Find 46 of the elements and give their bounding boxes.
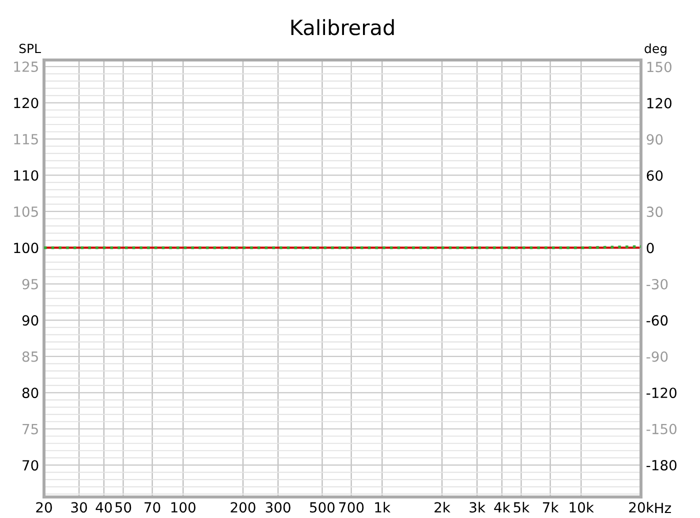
y-tick-label: 75: [22, 424, 38, 434]
x-tick-label: 30: [71, 502, 87, 513]
y-tick-label: 105: [14, 206, 38, 217]
x-tick-label: 20: [36, 502, 52, 513]
y-axis-title: SPL: [19, 44, 41, 54]
x-tick-label: 1k: [375, 502, 390, 512]
y-tick-label: 110: [14, 170, 38, 181]
x-tick-label: 300: [266, 502, 290, 513]
y2-tick-label: -120: [646, 388, 676, 398]
y-tick-label: 80: [22, 388, 38, 398]
x-tick-label: 20k: [629, 502, 654, 513]
x-tick-label: 4k: [494, 502, 510, 512]
y-tick-label: 120: [14, 98, 38, 108]
x-tick-label: 50: [115, 502, 132, 513]
x-tick-label: 5k: [514, 502, 530, 513]
y2-tick-label: 30: [646, 206, 663, 218]
y-tick-label: 70: [22, 460, 38, 471]
y2-tick-label: -90: [646, 351, 668, 362]
x-tick-label: 70: [144, 502, 160, 513]
y-tick-label: 90: [22, 315, 38, 326]
x-tick-label: 500: [310, 502, 335, 513]
y2-tick-label: 90: [646, 134, 663, 145]
chart-title: Kalibrerad: [291, 19, 394, 36]
y-tick-label: 95: [22, 278, 38, 290]
y-tick-label: 100: [14, 242, 38, 254]
y-tick-label: 85: [22, 351, 38, 362]
y2-axis-title: deg: [644, 44, 666, 56]
x-tick-label: 2k: [434, 502, 450, 512]
x-tick-label: 7k: [542, 502, 559, 512]
y2-tick-label: -180: [646, 460, 676, 470]
y2-tick-label: 60: [646, 170, 663, 181]
y2-tick-label: 150: [647, 62, 672, 72]
y2-tick-label: -150: [646, 424, 676, 434]
x-axis-title: Hz: [655, 502, 671, 513]
x-tick-label: 200: [230, 502, 256, 513]
x-tick-label: 700: [339, 502, 364, 513]
x-tick-label: 10k: [570, 502, 594, 513]
x-tick-label: 3k: [470, 502, 486, 513]
x-tick-label: 100: [171, 502, 196, 513]
y2-tick-label: 120: [647, 98, 672, 108]
y2-tick-label: -60: [646, 315, 668, 326]
y2-tick-label: -30: [646, 278, 668, 290]
y2-tick-label: 0: [646, 242, 654, 254]
x-tick-label: 40: [96, 502, 112, 513]
y-tick-label: 125: [14, 61, 38, 72]
y-tick-label: 115: [14, 134, 38, 144]
